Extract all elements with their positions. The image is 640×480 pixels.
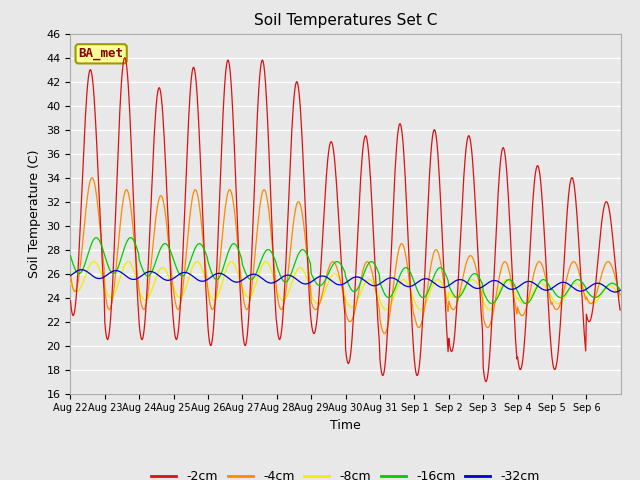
Legend: -2cm, -4cm, -8cm, -16cm, -32cm: -2cm, -4cm, -8cm, -16cm, -32cm <box>147 465 545 480</box>
X-axis label: Time: Time <box>330 419 361 432</box>
Y-axis label: Soil Temperature (C): Soil Temperature (C) <box>28 149 41 278</box>
Title: Soil Temperatures Set C: Soil Temperatures Set C <box>254 13 437 28</box>
Text: BA_met: BA_met <box>79 48 124 60</box>
